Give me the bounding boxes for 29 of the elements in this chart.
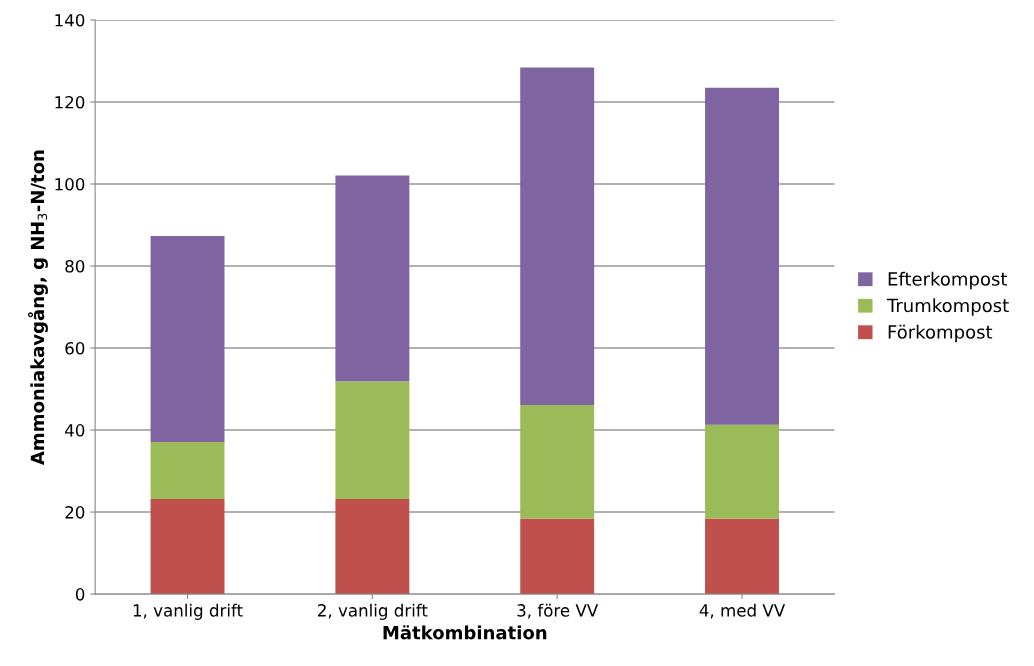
y-tick-label: 20 [65, 506, 85, 519]
legend-label: Trumkompost [886, 298, 1009, 316]
bar [335, 498, 410, 595]
legend-label: Efterkompost [888, 271, 1008, 290]
y-tick-label: 80 [65, 259, 85, 273]
y-tick-label: 40 [65, 424, 85, 437]
y-tick-label: 120 [55, 95, 85, 109]
y-tick-label: 140 [55, 13, 85, 27]
bar [705, 424, 779, 519]
bar [520, 67, 595, 406]
bar [335, 175, 410, 382]
y-axis-title: Ammoniakavgång, g NH$_{3}$-N/ton [28, 150, 48, 466]
bar [150, 441, 225, 499]
bar [520, 518, 595, 595]
y-tick-label: 0 [75, 588, 85, 601]
x-tick-label: 4, med VV [699, 603, 786, 619]
x-tick-label: 2, vanlig drift [318, 603, 428, 620]
bar [150, 498, 225, 595]
bar [335, 381, 410, 499]
x-tick-label: 3, före VV [517, 603, 599, 619]
y-tick-label: 100 [55, 177, 85, 191]
x-axis-title: Mätkombination [383, 625, 547, 640]
y-tick-label: 60 [65, 341, 85, 355]
legend-label: Förkompost [888, 324, 993, 343]
x-tick-label: 1, vanlig drift [133, 603, 243, 620]
bar [705, 518, 779, 595]
bar [150, 236, 225, 442]
bar [705, 87, 779, 425]
bar [520, 405, 595, 519]
